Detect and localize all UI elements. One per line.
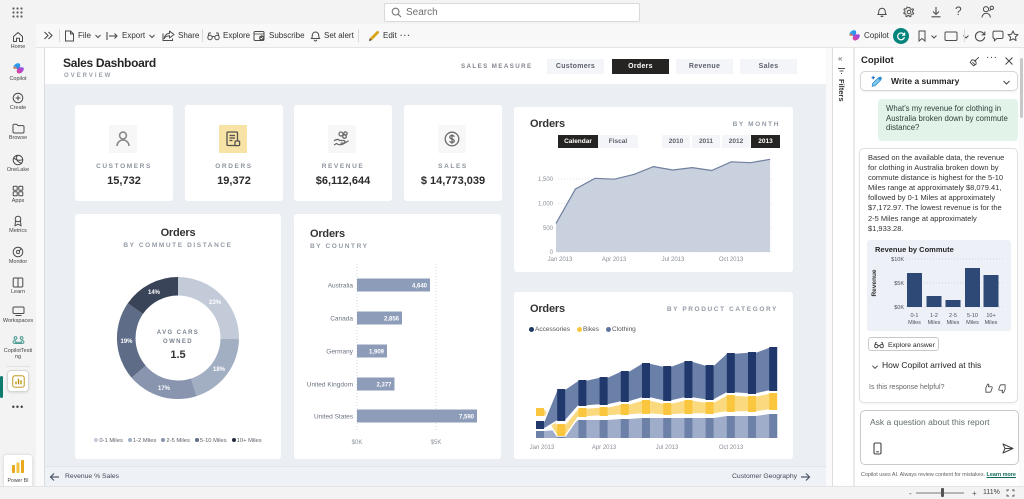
svg-text:Jan 2013: Jan 2013 [548,257,573,263]
svg-text:AVG CARS: AVG CARS [157,330,199,336]
svg-text:Jul 2013: Jul 2013 [662,257,685,263]
svg-text:$0K: $0K [352,440,363,446]
svg-text:10+: 10+ [986,313,995,319]
svg-text:7,590: 7,590 [459,415,475,421]
svg-text:Miles: Miles [947,320,960,326]
svg-text:19%: 19% [120,339,133,345]
svg-text:0: 0 [550,250,554,256]
svg-text:$5K: $5K [894,281,904,287]
svg-text:2,377: 2,377 [376,383,392,389]
svg-text:1,000: 1,000 [538,202,554,208]
svg-text:Miles: Miles [966,320,979,326]
svg-text:500: 500 [543,226,554,232]
svg-text:23%: 23% [209,300,222,306]
svg-text:2,856: 2,856 [384,317,400,323]
svg-text:Apr 2013: Apr 2013 [592,445,617,451]
svg-text:18%: 18% [213,367,226,373]
svg-text:4,640: 4,640 [412,284,428,290]
svg-text:1,909: 1,909 [369,350,385,356]
svg-text:Miles: Miles [928,320,941,326]
svg-text:Australia: Australia [328,283,354,290]
svg-text:1,500: 1,500 [538,177,554,183]
svg-text:1.5: 1.5 [170,349,185,361]
svg-text:5-10: 5-10 [967,313,978,319]
svg-text:$10K: $10K [891,257,904,263]
svg-text:14%: 14% [148,290,161,296]
svg-text:Jan 2013: Jan 2013 [530,445,555,451]
svg-text:United States: United States [314,414,354,421]
svg-text:United Kingdom: United Kingdom [307,382,353,389]
svg-text:Oct 2013: Oct 2013 [719,257,744,263]
svg-text:$5K: $5K [431,440,442,446]
svg-text:OWNED: OWNED [163,339,193,345]
svg-text:17%: 17% [158,386,171,392]
svg-text:$0K: $0K [894,305,904,311]
svg-text:Germany: Germany [326,349,353,356]
svg-text:Jul 2013: Jul 2013 [656,445,679,451]
svg-text:Canada: Canada [330,316,353,323]
svg-text:Miles: Miles [908,320,921,326]
svg-text:Revenue: Revenue [871,269,878,296]
svg-text:Miles: Miles [985,320,998,326]
svg-text:Oct 2013: Oct 2013 [719,445,744,451]
svg-text:2-5: 2-5 [949,313,957,319]
svg-text:0-1: 0-1 [911,313,919,319]
svg-text:Apr 2013: Apr 2013 [602,257,627,263]
svg-text:1-2: 1-2 [930,313,938,319]
